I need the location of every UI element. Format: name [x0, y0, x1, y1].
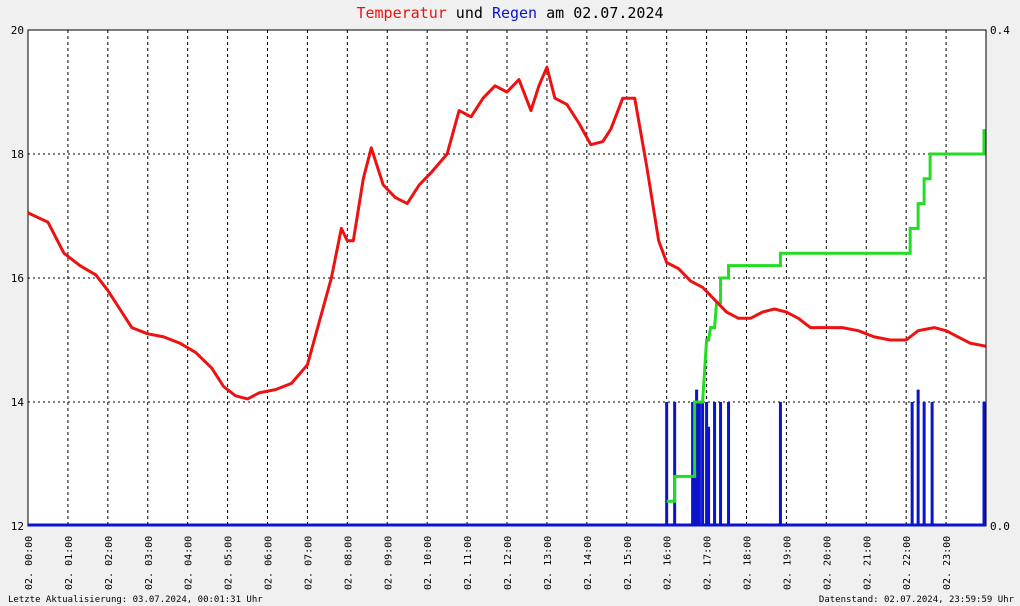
- x-tick-label: 02. 21:00: [862, 536, 873, 590]
- temperature-line: [27, 65, 986, 401]
- x-tick-label: 02. 05:00: [224, 536, 235, 590]
- axis-labels: 12 14 16 18 20 0.0 0.4 02. 00:00 02. 01:00 02. 02…: [11, 24, 1010, 590]
- x-tick-label: 02. 00:00: [24, 536, 35, 590]
- y-left-tick-label: 20: [11, 24, 24, 37]
- y-right-tick-label: 0.4: [990, 24, 1010, 37]
- x-tick-label: 02. 22:00: [902, 536, 913, 590]
- x-tick-label: 02. 07:00: [303, 536, 314, 590]
- title-date: am 02.07.2024: [537, 4, 663, 22]
- x-tick-label: 02. 10:00: [423, 536, 434, 590]
- x-tick-label: 02. 06:00: [264, 536, 275, 590]
- x-tick-label: 02. 03:00: [144, 536, 155, 590]
- x-tick-label: 02. 11:00: [463, 536, 474, 590]
- x-tick-label: 02. 15:00: [623, 536, 634, 590]
- y-right-tick-label: 0.0: [990, 520, 1010, 533]
- y-left-tick-label: 14: [11, 396, 25, 409]
- x-tick-label: 02. 20:00: [822, 536, 833, 590]
- x-tick-label: 02. 13:00: [543, 536, 554, 590]
- title-temperature: Temperatur: [356, 4, 446, 22]
- title-and: und: [447, 4, 492, 22]
- x-tick-label: 02. 01:00: [64, 536, 75, 590]
- x-tick-label: 02. 12:00: [503, 536, 514, 590]
- x-tick-label: 02. 17:00: [703, 536, 714, 590]
- x-tick-label: 02. 23:00: [942, 536, 953, 590]
- x-tick-label: 02. 02:00: [104, 536, 115, 590]
- chart-title: Temperatur und Regen am 02.07.2024: [356, 4, 663, 22]
- y-left-tick-label: 18: [11, 148, 24, 161]
- y-left-tick-label: 16: [11, 272, 24, 285]
- rain-cumulative-line: [666, 129, 986, 503]
- footer-data-status: Datenstand: 02.07.2024, 23:59:59 Uhr: [819, 595, 1015, 605]
- x-tick-label: 02. 08:00: [343, 536, 354, 590]
- y-left-tick-label: 12: [11, 520, 24, 533]
- x-tick-label: 02. 16:00: [663, 536, 674, 590]
- grid-lines: [28, 30, 986, 526]
- x-tick-label: 02. 19:00: [782, 536, 793, 590]
- x-tick-label: 02. 09:00: [383, 536, 394, 590]
- x-tick-label: 02. 04:00: [184, 536, 195, 590]
- chart-marks: [27, 65, 986, 527]
- x-tick-label: 02. 14:00: [583, 536, 594, 590]
- x-tick-label: 02. 18:00: [743, 536, 754, 590]
- footer-last-update: Letzte Aktualisierung: 03.07.2024, 00:01…: [8, 595, 263, 605]
- title-rain: Regen: [492, 4, 537, 22]
